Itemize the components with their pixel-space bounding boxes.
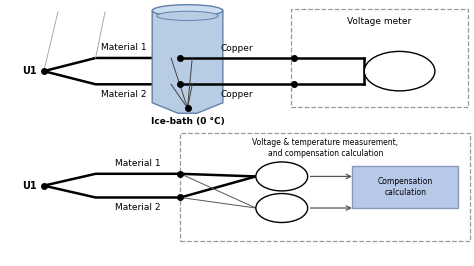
- Text: Compensation
calculation: Compensation calculation: [378, 177, 433, 197]
- Text: Copper: Copper: [221, 44, 253, 53]
- Bar: [181, 133, 470, 241]
- Text: Material 2: Material 2: [115, 203, 161, 212]
- Ellipse shape: [152, 5, 223, 16]
- Text: Material 1: Material 1: [101, 43, 147, 52]
- Text: Material 1: Material 1: [115, 159, 161, 168]
- Circle shape: [364, 51, 435, 91]
- Text: Ice-bath (0 °C): Ice-bath (0 °C): [151, 117, 224, 126]
- Bar: [291, 9, 468, 107]
- Text: Voltage meter: Voltage meter: [347, 17, 412, 26]
- Text: T: T: [279, 203, 285, 213]
- Text: U1: U1: [22, 181, 36, 191]
- Text: Copper: Copper: [221, 90, 253, 99]
- Polygon shape: [152, 11, 223, 113]
- Text: V: V: [396, 66, 403, 76]
- Text: Voltage & temperature measurement,
and compensation calculation: Voltage & temperature measurement, and c…: [252, 138, 399, 158]
- Text: U1: U1: [22, 66, 36, 76]
- FancyBboxPatch shape: [353, 166, 458, 208]
- Text: V: V: [278, 171, 285, 181]
- Text: Material 2: Material 2: [101, 90, 146, 99]
- Circle shape: [256, 194, 308, 222]
- Circle shape: [256, 162, 308, 191]
- Ellipse shape: [157, 11, 218, 20]
